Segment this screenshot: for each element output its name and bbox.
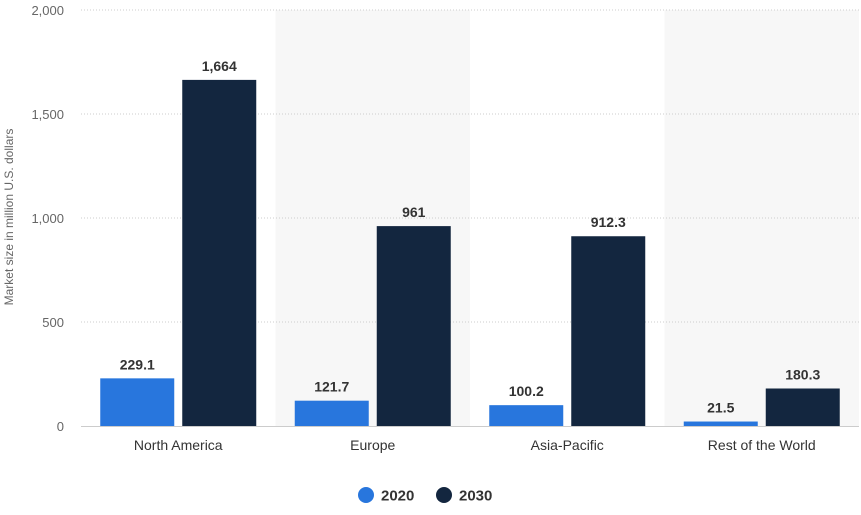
y-axis-title: Market size in million U.S. dollars xyxy=(2,129,16,306)
legend-label[interactable]: 2020 xyxy=(381,488,414,505)
y-tick-label: 500 xyxy=(42,315,64,330)
legend: 2020 2030 xyxy=(358,487,492,505)
data-label: 1,664 xyxy=(202,58,237,74)
data-label: 912.3 xyxy=(591,214,626,230)
data-label: 961 xyxy=(402,204,426,220)
y-tick-label: 1,000 xyxy=(31,211,64,226)
legend-marker[interactable] xyxy=(436,487,452,503)
data-label: 180.3 xyxy=(785,366,820,382)
bars xyxy=(100,79,840,426)
y-tick-label: 1,500 xyxy=(31,107,64,122)
y-tick-label: 0 xyxy=(57,419,64,434)
category-label: Rest of the World xyxy=(708,437,816,453)
x-axis-categories: North America Europe Asia-Pacific Rest of t… xyxy=(134,437,816,453)
data-label: 21.5 xyxy=(707,400,734,416)
data-label: 100.2 xyxy=(509,383,544,399)
legend-marker[interactable] xyxy=(358,487,374,503)
y-tick-label: 2,000 xyxy=(31,3,64,18)
category-bands xyxy=(275,10,859,426)
data-label: 229.1 xyxy=(120,356,155,372)
y-axis-ticks: 0 500 1,000 1,500 2,000 xyxy=(31,3,64,434)
bar-2020[interactable] xyxy=(489,405,564,426)
bar-2030[interactable] xyxy=(376,226,451,426)
legend-label[interactable]: 2030 xyxy=(459,488,492,505)
bar-2030[interactable] xyxy=(571,236,646,426)
category-label: Europe xyxy=(350,437,395,453)
bar-2030[interactable] xyxy=(182,79,257,426)
data-labels: 229.1 1,664 121.7 961 100.2 912.3 21.5 180.3 xyxy=(120,58,821,416)
category-label: Asia-Pacific xyxy=(531,437,604,453)
bar-2020[interactable] xyxy=(294,400,369,426)
bar-2020[interactable] xyxy=(683,421,758,426)
category-label: North America xyxy=(134,437,223,453)
data-label: 121.7 xyxy=(314,379,349,395)
bar-2020[interactable] xyxy=(100,378,175,426)
bar-2030[interactable] xyxy=(765,388,840,426)
